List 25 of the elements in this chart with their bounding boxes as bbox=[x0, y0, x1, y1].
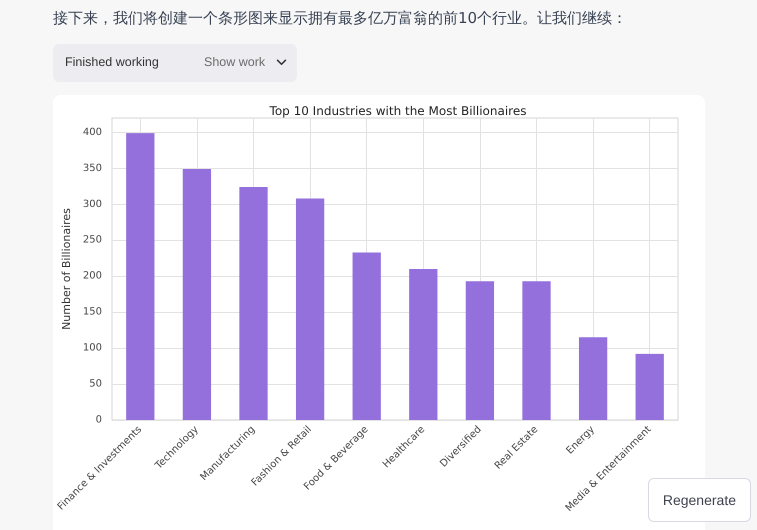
regenerate-button: Regenerate bbox=[648, 478, 751, 522]
text: 接下来，我们将创建一个条形图来显示拥有最多亿万富翁的前10个行业。让我们继续： bbox=[53, 9, 628, 28]
y-tick-label: 50 bbox=[89, 378, 102, 390]
show-work-toggle: Show work bbox=[204, 55, 288, 69]
y-tick-label: 350 bbox=[82, 162, 102, 174]
y-tick-label: 200 bbox=[82, 270, 102, 282]
bar bbox=[636, 354, 664, 420]
y-tick-label: 100 bbox=[82, 342, 102, 354]
bar bbox=[578, 337, 608, 420]
y-tick-label: 300 bbox=[82, 198, 102, 210]
bar bbox=[182, 169, 212, 420]
y-tick-label: 0 bbox=[96, 414, 102, 426]
chart-title: Top 10 Industries with the Most Billionaires bbox=[268, 104, 526, 118]
bar bbox=[239, 187, 268, 420]
bar bbox=[352, 252, 381, 420]
bar bbox=[409, 269, 438, 420]
bar bbox=[126, 133, 154, 420]
text: Finished working bbox=[65, 55, 159, 69]
y-tick-label: 400 bbox=[82, 126, 102, 138]
y-tick-label: 150 bbox=[82, 306, 102, 318]
bar bbox=[466, 281, 494, 420]
bar bbox=[296, 198, 324, 420]
bar bbox=[522, 281, 551, 420]
y-tick-label: 250 bbox=[82, 234, 102, 246]
y-axis-title: Number of Billionaires bbox=[60, 208, 73, 330]
